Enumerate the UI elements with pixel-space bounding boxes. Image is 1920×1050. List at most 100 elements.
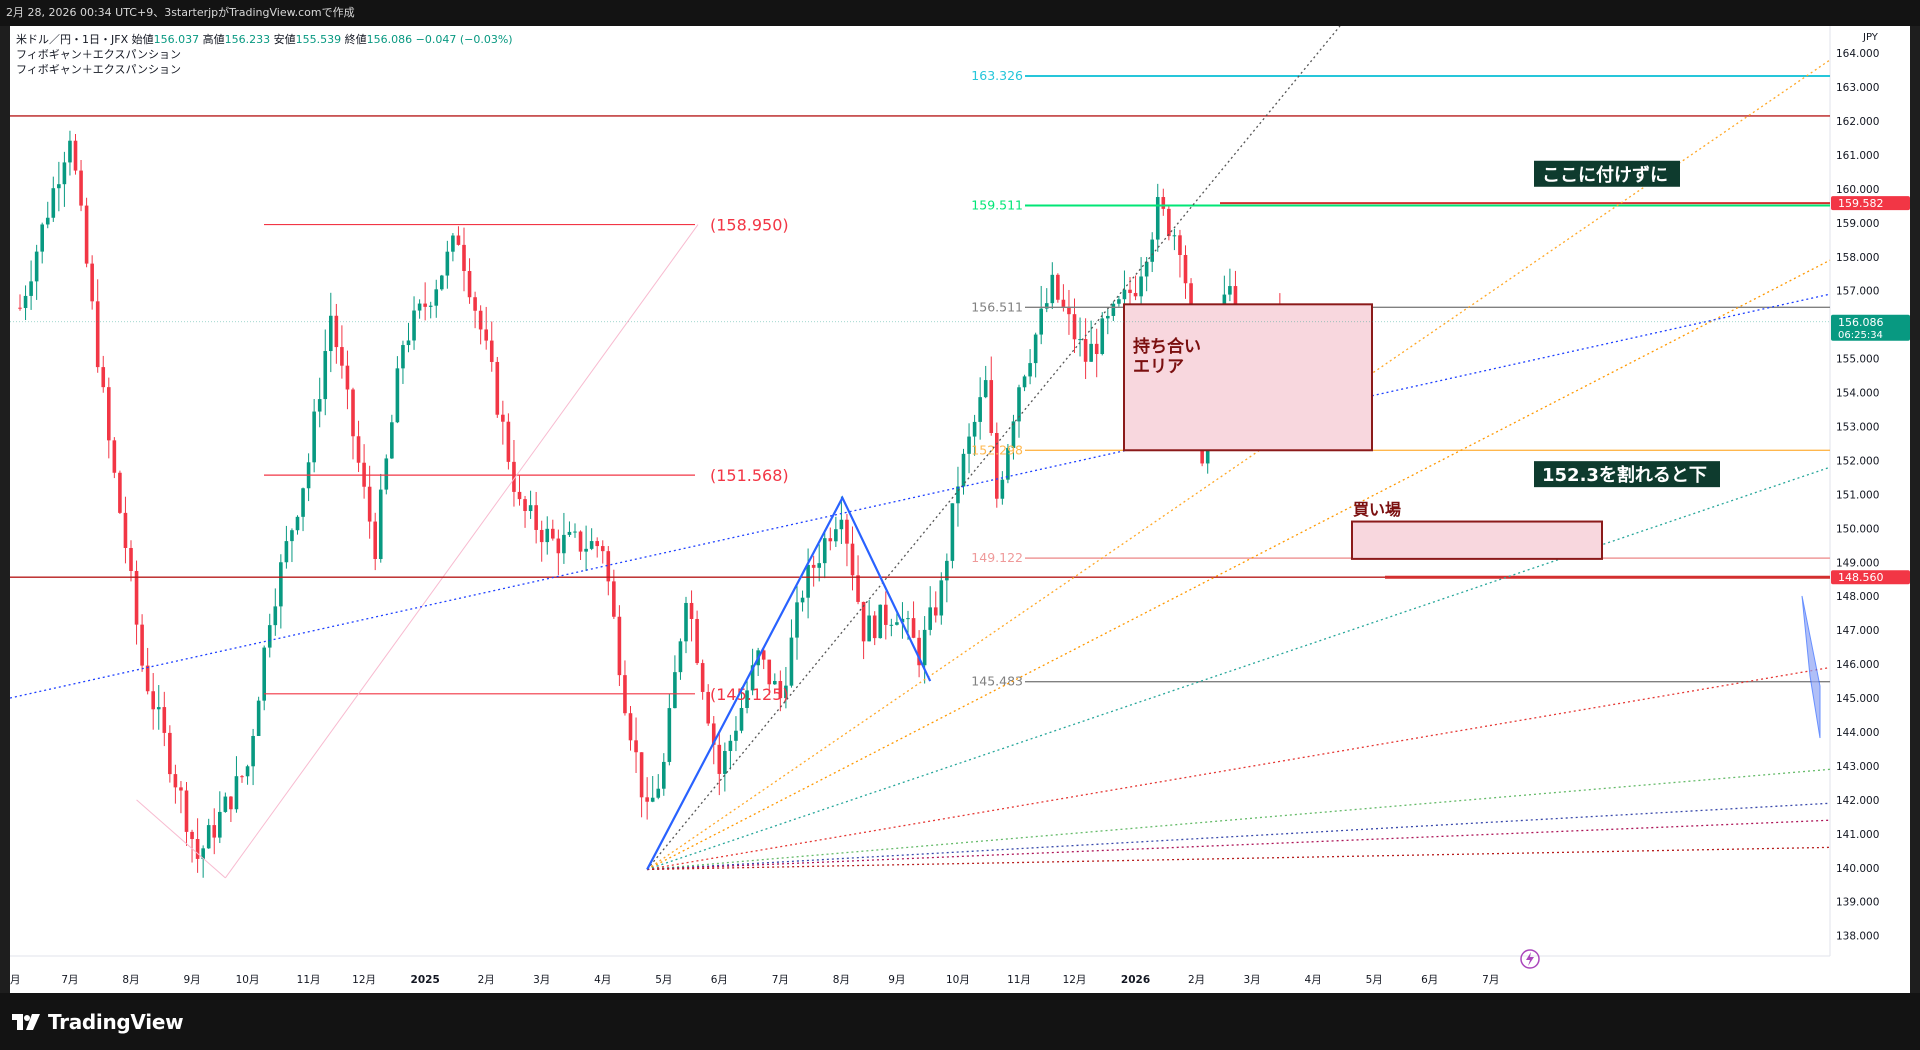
y-tick-label: 152.000 [1836,455,1879,467]
candle-body [528,505,533,512]
candle-body [57,184,61,189]
y-tick-label: 148.000 [1836,591,1879,603]
x-tick-label: 5月 [655,974,672,986]
candle-body [967,436,971,454]
chart-area[interactable]: JPY 138.000 139.000 140.000 141.000 142.000 14… [10,26,1910,993]
candle-body [384,458,389,490]
candle-body [856,575,860,602]
candle-body [1172,235,1177,237]
candle-body [767,659,772,685]
consolidation-box [1123,303,1373,452]
candle-body [800,597,805,603]
fib-base-line [136,799,226,879]
candle-body [1122,289,1127,300]
candle-body [323,351,328,400]
candle-body [279,562,283,607]
candle-body [90,263,94,302]
candle-body [73,140,78,171]
candle-body [79,170,83,206]
candle-body [251,735,255,767]
key-level-label: 145.483 [971,674,1023,689]
candle-body [711,723,716,745]
tradingview-logo-icon [12,1014,40,1030]
x-tick-label: 2月 [1188,974,1205,986]
candle-body [972,421,977,437]
note-top-bg [1534,160,1680,187]
candle-body [728,740,733,751]
candle-body [1067,306,1071,315]
low-label: 安値 [273,33,296,46]
legend-indicator-1[interactable]: フィボギャン＋エクスパンション [16,48,181,61]
x-tick-label: 9月 [888,974,905,986]
candle-body [922,629,927,666]
fib-fan-line [647,846,1831,871]
candle-body [1006,447,1010,480]
candle-body [745,690,749,708]
event-lightning-glyph [1526,952,1534,966]
candle-body [1128,289,1132,293]
y-tick-label: 162.000 [1836,116,1879,128]
candle-body [650,797,655,802]
candle-body [462,244,466,272]
candle-body [739,707,744,731]
candle-body [861,601,866,642]
bottom-bar: TradingView [0,993,1920,1050]
y-tick-label: 163.000 [1836,82,1879,94]
candle-body [1022,376,1027,388]
candle-body [140,624,144,666]
candle-body [51,188,56,218]
candle-body [734,730,738,741]
candle-body [284,541,289,563]
candle-body [695,618,699,664]
candle-body [1028,363,1032,377]
chart-caption: 2月 28, 2026 00:34 UTC+9、3starterjpがTradi… [6,6,355,19]
key-level-label: 152.298 [971,442,1023,457]
candle-body [34,251,39,282]
x-tick-label: 8月 [833,974,850,986]
candle-body [778,680,783,699]
candle-body [484,329,488,341]
legend-symbol[interactable]: 米ドル／円・1日・JFX [16,33,129,46]
y-tick-label: 157.000 [1836,286,1879,298]
candle-body [23,295,28,309]
candle-body [195,839,200,859]
candle-body [1155,197,1160,240]
candle-body [29,281,33,296]
candle-body [262,647,266,701]
candle-body [395,368,400,423]
candle-body [700,663,705,692]
high-value: 156.233 [224,33,271,46]
candle-body [1000,479,1005,499]
fib-fan-line [647,666,1831,871]
price-chart[interactable]: JPY 138.000 139.000 140.000 141.000 142.000 14… [10,26,1910,993]
x-tick-label: 7月 [61,974,78,986]
chart-legend: 米ドル／円・1日・JFX 始値156.037 高値156.233 安値155.5… [16,32,513,77]
candle-body [534,505,538,530]
candle-body [1133,292,1138,297]
candle-body [478,310,483,330]
candle-body [1017,387,1021,422]
candle-body [828,538,833,542]
candle-body [678,641,683,673]
tradingview-logo[interactable]: TradingView [12,1010,184,1034]
candle-body [151,691,155,710]
candle-body [850,543,855,576]
candle-body [45,217,50,225]
candle-body [884,604,888,625]
candle-body [950,503,955,561]
event-lightning-icon [1520,949,1540,969]
candle-body [373,521,377,559]
x-tick-label: 5月 [1366,974,1383,986]
legend-indicator-2[interactable]: フィボギャン＋エクスパンション [16,63,181,76]
candle-body [118,472,122,513]
x-tick-label: 6月 [711,974,728,986]
candle-body [62,162,67,185]
y-tick-label: 160.000 [1836,184,1879,196]
x-tick-label: 10月 [946,974,970,986]
trend-dotted-line [10,293,1831,699]
candle-body [750,665,755,691]
fib-fan-line [646,259,1831,871]
candle-body [811,564,816,568]
low-value: 155.539 [295,33,342,46]
candle-body [406,340,411,346]
